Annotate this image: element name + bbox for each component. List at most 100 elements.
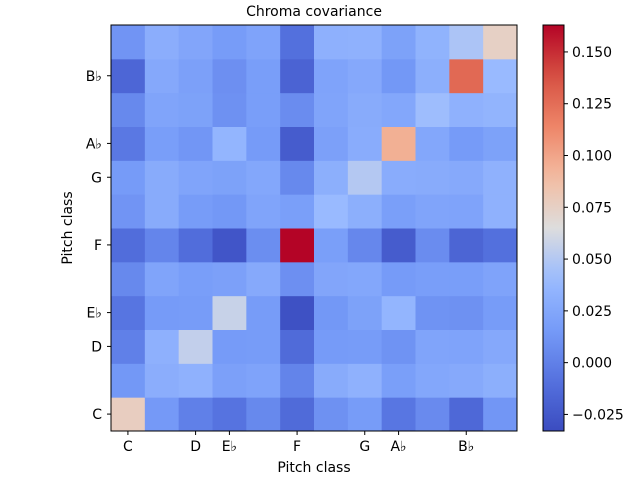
colorbar-tick-label: 0.125 [572,97,612,113]
heatmap-cell [415,58,450,94]
heatmap-cell [483,194,518,229]
heatmap-cell [314,329,349,364]
heatmap-cell [449,25,484,60]
heatmap-cell [449,363,484,398]
heatmap-cell [178,397,213,432]
heatmap-cell [111,261,146,297]
heatmap-cell [381,397,416,432]
y-tick-label: G [91,170,102,186]
heatmap-cell [347,194,383,229]
heatmap-cell [381,261,416,297]
x-tick-label: B♭ [458,439,474,455]
heatmap-cell [246,261,281,297]
heatmap-cell [111,194,146,229]
heatmap-cell [314,295,349,330]
heatmap-cell [144,126,180,161]
heatmap-cell [347,363,383,398]
heatmap-cell [415,397,450,432]
heatmap-cell [483,228,518,263]
heatmap-cell [483,261,518,297]
y-tick-label: D [91,339,102,355]
heatmap-cell [111,126,146,161]
heatmap-cell [280,397,315,432]
heatmap-cell [212,160,247,195]
heatmap-cell [178,160,213,195]
x-tick-label: A♭ [390,439,406,455]
heatmap-cell [178,295,213,330]
heatmap-cell [314,194,349,229]
heatmap-cell [246,397,281,432]
heatmap-cell [212,228,247,263]
heatmap-cell [111,397,146,432]
heatmap-cell [212,261,247,297]
colorbar-tick-label: 0.025 [572,304,612,320]
heatmap-cell [314,261,349,297]
heatmap-cell [347,261,383,297]
heatmap-cell [212,25,247,60]
colorbar-tick-label: 0.075 [572,200,612,216]
heatmap-cell [449,397,484,432]
heatmap-cell [144,363,180,398]
heatmap-cell [381,126,416,161]
colorbar-tick-label: 0.050 [572,252,612,268]
heatmap-cell [449,126,484,161]
heatmap-cell [347,92,383,127]
y-axis-label: Pitch class [60,191,76,264]
heatmap-cell [111,228,146,263]
heatmap-cell [415,363,450,398]
colorbar-tick-label: 0.000 [572,356,612,372]
heatmap-cell [314,363,349,398]
plot-frame [110,24,518,432]
heatmap-cell [449,295,484,330]
heatmap-cell [381,92,416,127]
heatmap-cell [144,261,180,297]
heatmap-cell [381,228,416,263]
heatmap-cell [144,58,180,94]
heatmap-cell [111,363,146,398]
heatmap-cell [212,58,247,94]
heatmap-cell [111,25,146,60]
heatmap-cell [212,397,247,432]
heatmap-cell [347,126,383,161]
heatmap-cell [178,126,213,161]
heatmap-cell [280,25,315,60]
x-tick-label: F [293,439,301,455]
heatmap-cell [347,397,383,432]
heatmap-cell [381,295,416,330]
heatmap-cell [483,126,518,161]
heatmap-cell [280,160,315,195]
heatmap-cell [280,92,315,127]
heatmap-cell [314,126,349,161]
x-tick-label: D [190,439,201,455]
heatmap-cell [449,58,484,94]
heatmap-cell [483,397,518,432]
heatmap-cell [178,58,213,94]
heatmap-cell [246,25,281,60]
heatmap-cell [111,329,146,364]
heatmap-cell [483,58,518,94]
heatmap-cell [449,261,484,297]
heatmap-cell [246,228,281,263]
heatmap-cell [314,397,349,432]
heatmap-cell [280,194,315,229]
heatmap-cell [483,25,518,60]
heatmap-cell [347,160,383,195]
heatmap-cell [415,92,450,127]
heatmap-cell [347,25,383,60]
heatmap-cell [381,25,416,60]
heatmap-cell [212,194,247,229]
y-tick-label: E♭ [87,306,102,322]
heatmap-cell [178,329,213,364]
heatmap-cell [280,58,315,94]
heatmap-cell [246,329,281,364]
x-tick-label: C [123,439,133,455]
y-axis: C D E♭ F G A♭ B♭ [86,69,111,423]
heatmap-cell [246,92,281,127]
heatmap-cell [212,329,247,364]
heatmap-cell [144,92,180,127]
heatmap-cell [347,228,383,263]
heatmap-cell [212,92,247,127]
heatmap-cell [314,25,349,60]
heatmap-cell [212,295,247,330]
heatmap-cell [111,92,146,127]
